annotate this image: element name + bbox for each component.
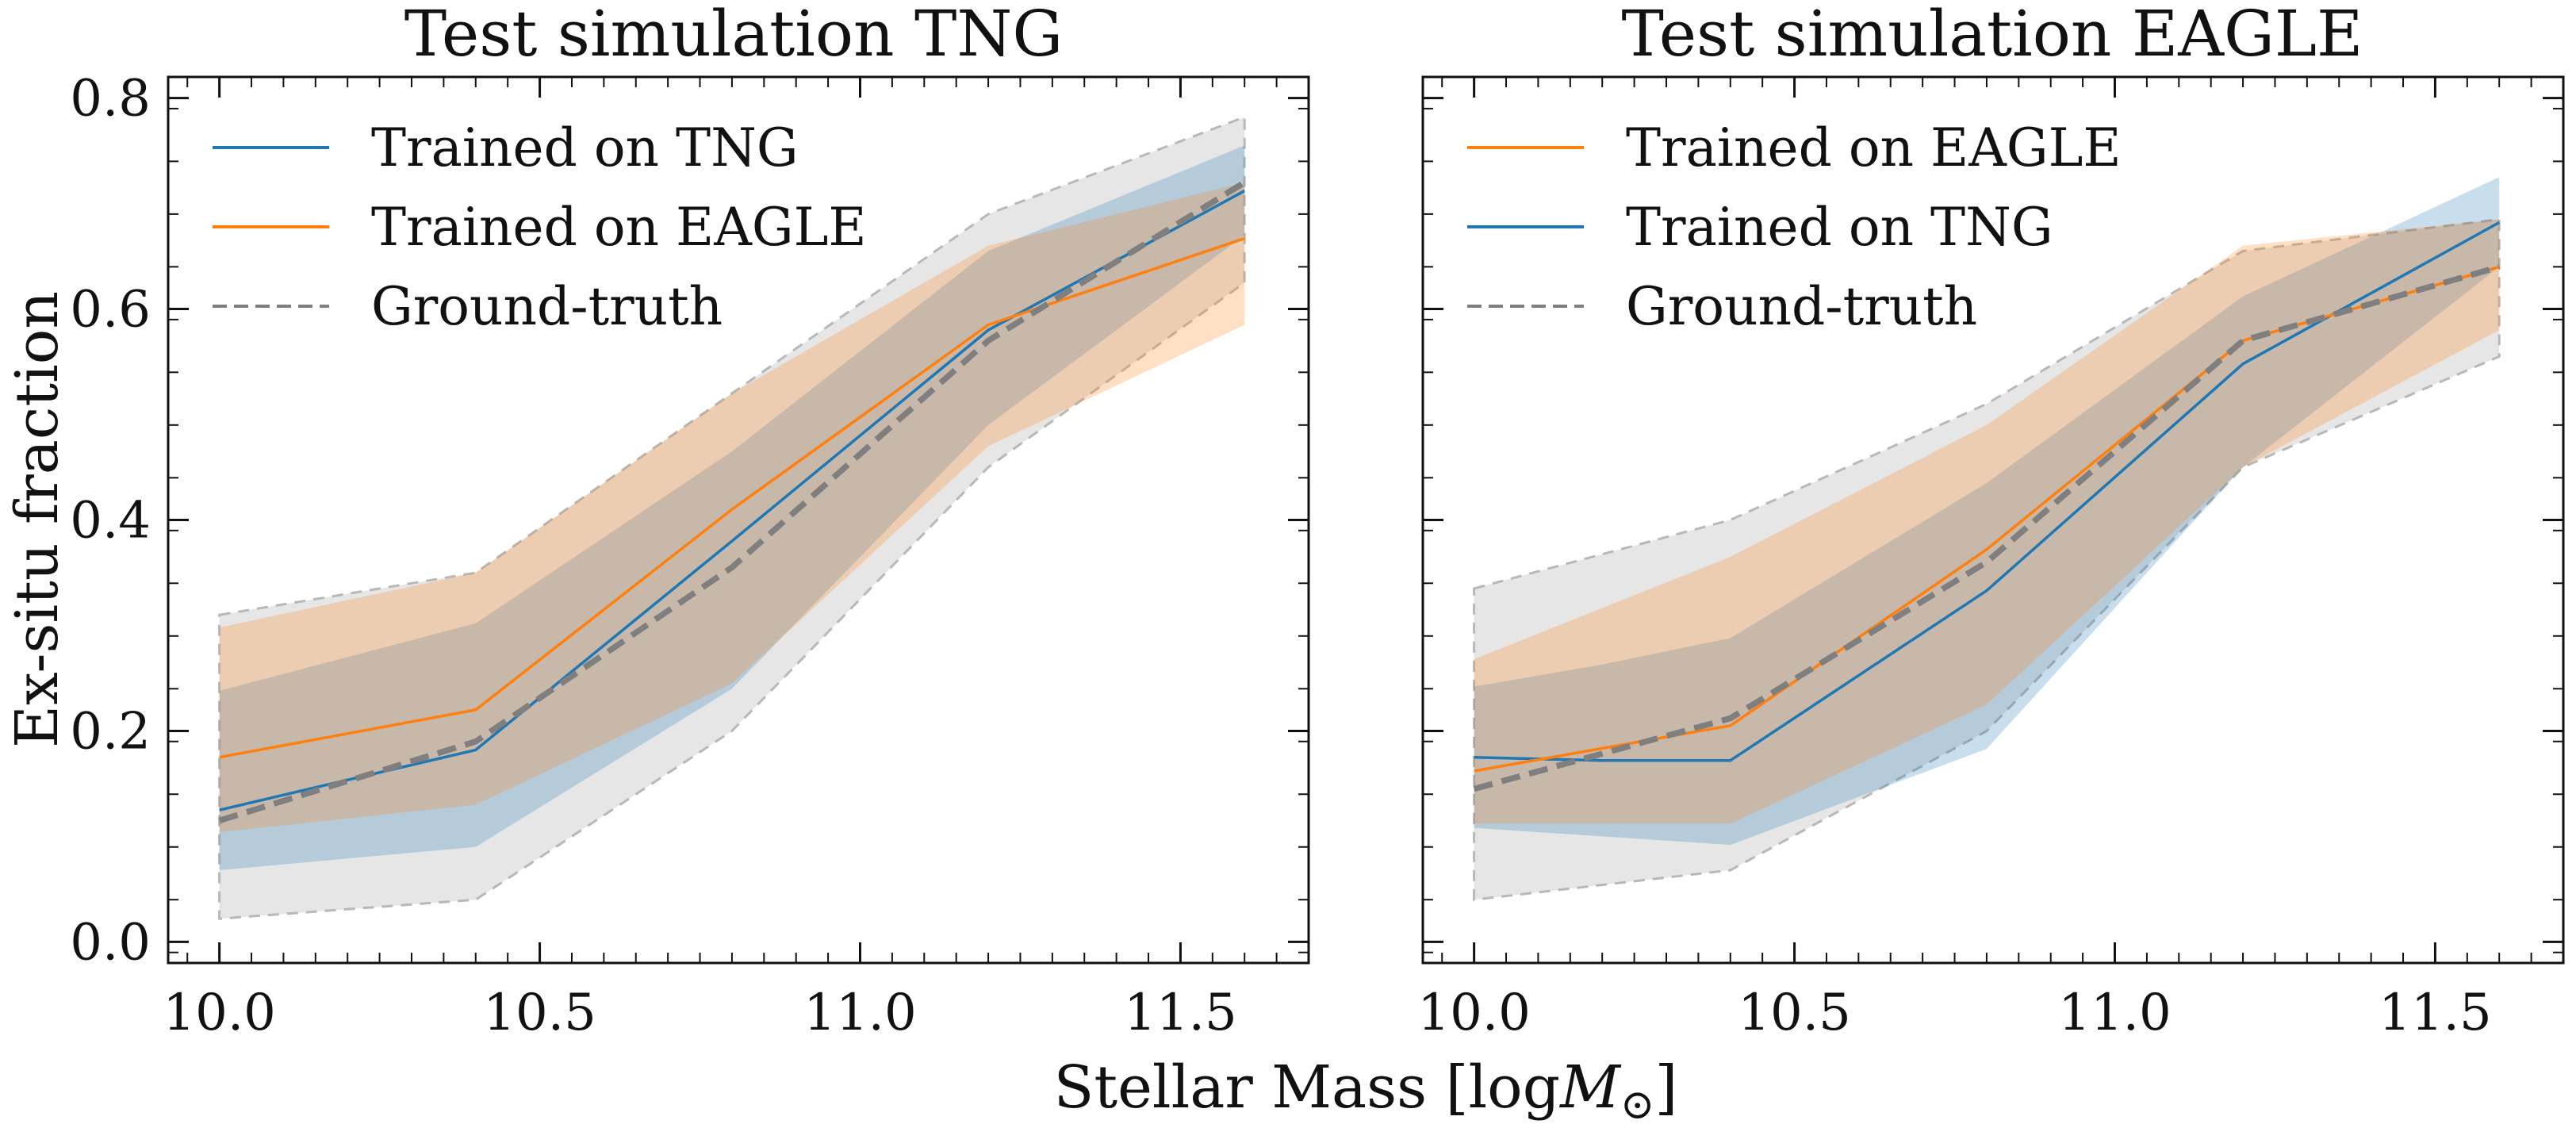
x-axis-label-symbol: M (1558, 1053, 1622, 1122)
legend-label-1: Trained on EAGLE (1626, 117, 2122, 178)
x-tick-label: 11.0 (2058, 984, 2172, 1042)
x-tick-label: 11.5 (2379, 984, 2492, 1042)
panel-title: Test simulation TNG (404, 0, 1064, 71)
panel-title: Test simulation EAGLE (1622, 0, 2363, 71)
legend-label-1: Trained on TNG (371, 117, 799, 178)
x-axis-label-text: Stellar Mass [log (1054, 1053, 1560, 1122)
axis-tick-labels: 10.0 10.5 11.0 11.5 0.0 0.2 0.4 0.6 0.8 (70, 70, 1236, 1042)
legend-label-3: Ground-truth (371, 276, 723, 337)
y-tick-label: 0.2 (70, 702, 151, 761)
legend: Trained on TNG Trained on EAGLE Ground-t… (213, 117, 867, 337)
series-lines (1473, 221, 2501, 792)
x-tick-label: 11.5 (1124, 984, 1237, 1042)
y-tick-label: 0.4 (70, 492, 151, 550)
x-axis-label: Stellar Mass [logM⊙] (1054, 1053, 1678, 1124)
x-tick-label: 10.5 (483, 984, 596, 1042)
plot-frame (167, 75, 1310, 965)
y-tick-label: 0.6 (70, 281, 151, 340)
x-tick-label: 10.5 (1738, 984, 1851, 1042)
legend-label-3: Ground-truth (1626, 276, 1977, 337)
x-tick-label: 11.0 (803, 984, 917, 1042)
x-tick-label: 10.0 (1417, 984, 1531, 1042)
y-tick-label: 0.0 (70, 913, 151, 972)
plot-frame (1421, 75, 2565, 965)
panel-test-eagle: Test simulation EAGLE 10.0 10.5 11.0 11.5 T… (1417, 0, 2565, 1042)
band-ground-truth (218, 115, 1246, 920)
band-trained-on-eagle (219, 182, 1245, 833)
legend-label-2: Trained on EAGLE (371, 197, 867, 258)
axis-ticks (1423, 77, 2563, 963)
band-trained-on-eagle (1474, 219, 2500, 824)
line-trained-on-eagle (219, 236, 1245, 759)
band-ground-truth (1473, 217, 2501, 901)
x-tick-label: 10.0 (163, 984, 276, 1042)
x-axis-label-bracket: ] (1654, 1053, 1677, 1122)
line-trained-on-tng (1474, 221, 2501, 762)
axis-tick-labels: 10.0 10.5 11.0 11.5 (1417, 984, 2491, 1042)
axis-ticks (168, 77, 1309, 963)
legend: Trained on EAGLE Trained on TNG Ground-t… (1467, 117, 2122, 337)
line-ground-truth (218, 179, 1247, 824)
series-lines (218, 179, 1247, 824)
legend-label-2: Trained on TNG (1626, 197, 2053, 258)
x-axis-label-subscript: ⊙ (1620, 1081, 1655, 1124)
line-ground-truth (1473, 263, 2501, 792)
panel-test-tng: Test simulation TNG 10.0 10.5 11.0 11.5 0.0 0… (70, 0, 1310, 1042)
y-axis-label: Ex-situ fraction (3, 291, 71, 748)
y-tick-label: 0.8 (70, 70, 151, 129)
